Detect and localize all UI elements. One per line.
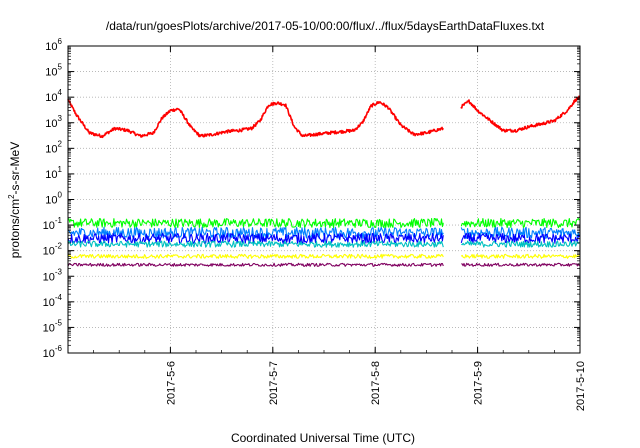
x-tick-label: 2017-5-9 [473, 361, 485, 405]
y-tick-label: 100 [45, 191, 62, 207]
x-axis-label: Coordinated Universal Time (UTC) [231, 431, 415, 445]
y-tick-exponent: -3 [55, 267, 63, 276]
y-tick-exponent: 1 [58, 165, 63, 174]
y-tick-base: 10 [43, 220, 55, 232]
y-tick-exponent: -4 [55, 293, 63, 302]
series-line-5 [67, 240, 580, 248]
y-axis-ticks: 10-610-510-410-310-210-11001011021031041… [43, 37, 580, 360]
y-tick-base: 10 [43, 271, 55, 283]
y-tick-label: 10-4 [43, 293, 63, 309]
series-line-2 [67, 217, 580, 229]
y-tick-base: 10 [45, 195, 57, 207]
y-tick-exponent: 0 [58, 191, 63, 200]
y-axis-label-rest: -s-sr-MeV [8, 142, 22, 195]
y-tick-exponent: 6 [58, 37, 63, 46]
y-tick-base: 10 [43, 348, 55, 360]
series-line-7 [67, 262, 580, 267]
y-tick-label: 10-6 [43, 344, 63, 360]
y-tick-label: 10-3 [43, 267, 63, 283]
y-tick-base: 10 [45, 118, 57, 130]
y-tick-base: 10 [45, 92, 57, 104]
y-axis-label: protons/cm2-s-sr-MeV [7, 142, 22, 258]
y-tick-label: 102 [45, 139, 62, 155]
series-line-1 [67, 95, 580, 139]
y-tick-exponent: -2 [55, 242, 63, 251]
y-tick-label: 101 [45, 165, 62, 181]
x-tick-label: 2017-5-6 [165, 361, 177, 405]
x-tick-label: 2017-5-7 [268, 361, 280, 405]
y-tick-label: 10-5 [43, 318, 63, 334]
y-tick-exponent: 5 [58, 63, 63, 72]
y-tick-base: 10 [43, 246, 55, 258]
x-axis-ticks: 2017-5-6 2017-5-7 2017-5-8 2017-5-9 2017-5-1… [67, 46, 587, 411]
y-axis-label-exponent: 2 [7, 194, 16, 199]
y-tick-base: 10 [43, 297, 55, 309]
y-tick-label: 10-2 [43, 242, 63, 258]
y-tick-base: 10 [45, 67, 57, 79]
series-lines [67, 95, 580, 267]
y-tick-label: 10-1 [43, 216, 63, 232]
y-axis-label-unit: protons/cm [8, 199, 22, 258]
y-tick-base: 10 [45, 169, 57, 181]
y-tick-base: 10 [45, 41, 57, 53]
series-line-4 [67, 232, 580, 245]
y-tick-exponent: -6 [55, 344, 63, 353]
y-tick-base: 10 [43, 322, 55, 334]
chart-title: /data/run/goesPlots/archive/2017-05-10/0… [106, 19, 545, 33]
y-tick-base: 10 [45, 143, 57, 155]
x-tick-label: 2017-5-8 [370, 361, 382, 405]
y-tick-label: 105 [45, 63, 62, 79]
y-tick-label: 104 [45, 88, 62, 104]
y-tick-label: 103 [45, 114, 62, 130]
y-tick-label: 106 [45, 37, 62, 53]
series-line-6 [67, 253, 580, 259]
y-tick-exponent: -5 [55, 318, 63, 327]
y-tick-exponent: -1 [55, 216, 63, 225]
y-tick-exponent: 4 [58, 88, 63, 97]
y-tick-exponent: 3 [58, 114, 63, 123]
x-tick-label: 2017-5-10 [575, 361, 587, 411]
series-line-3 [67, 226, 580, 239]
y-tick-exponent: 2 [58, 139, 63, 148]
grid-lines [68, 46, 580, 353]
